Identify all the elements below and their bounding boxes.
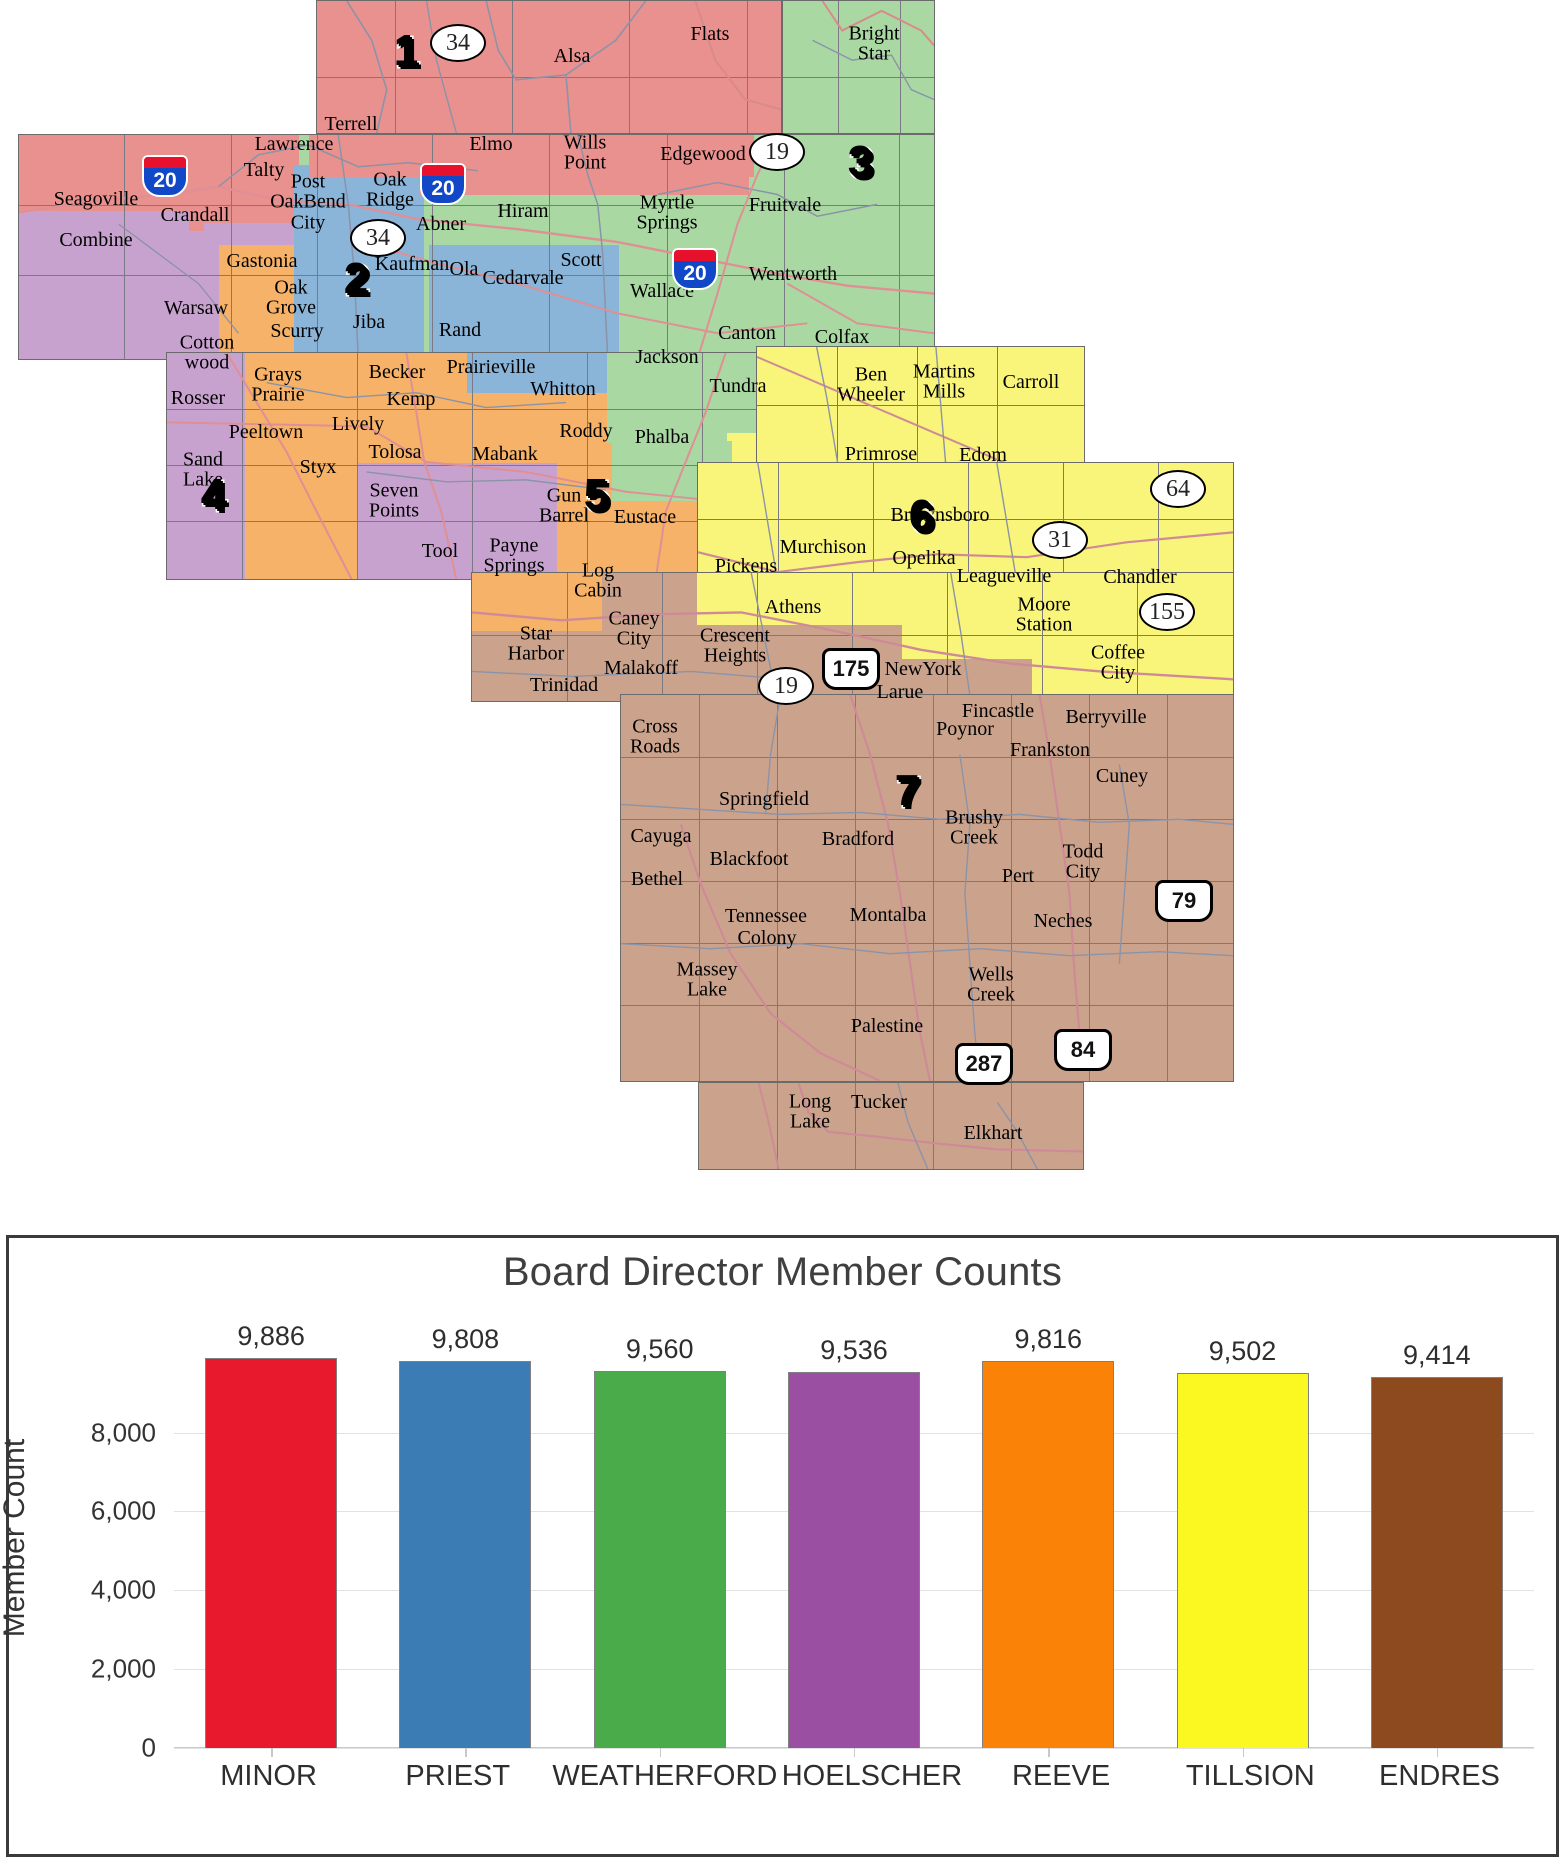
chart-category-label: REEVE: [1011, 1760, 1111, 1792]
chart-bar-value-label: 9,808: [431, 1324, 500, 1355]
chart-bar[interactable]: [205, 1358, 338, 1748]
district-tile-3[interactable]: [782, 0, 935, 134]
chart-bar-group[interactable]: 9,414: [1340, 1338, 1534, 1757]
chart-bar-group[interactable]: 9,808: [368, 1324, 562, 1757]
member-counts-chart: Board Director Member Counts Member Coun…: [0, 1235, 1559, 1857]
chart-bar[interactable]: [1370, 1376, 1503, 1748]
route-number: 20: [153, 169, 177, 192]
chart-y-tick-label: 2,000: [90, 1653, 156, 1684]
chart-bar-value-label: 9,886: [237, 1321, 305, 1352]
interstate-shield-icon: 20: [672, 248, 718, 290]
chart-y-tick-label: 4,000: [90, 1574, 156, 1605]
road-lines: [757, 1083, 1083, 1169]
chart-x-tick: [659, 1748, 662, 1757]
chart-y-tick-label: 6,000: [90, 1495, 156, 1526]
chart-category-label: ENDRES: [1379, 1760, 1500, 1792]
state-route-oval-icon: 64: [1150, 470, 1206, 508]
state-route-oval-icon: 155: [1139, 593, 1195, 631]
chart-bar[interactable]: [787, 1372, 920, 1748]
chart-x-tick: [1048, 1748, 1050, 1757]
state-route-oval-icon: 34: [350, 219, 406, 257]
district-map[interactable]: Alsa Flats Bright Star Terrell Lawrence Elmo W…: [0, 0, 1567, 1225]
us-highway-shield-icon: 287: [955, 1043, 1013, 1085]
chart-y-axis-label: Member Count: [0, 1438, 31, 1638]
chart-bar-group[interactable]: 9,536: [757, 1335, 951, 1757]
chart-category-label: PRIEST: [405, 1760, 511, 1792]
chart-bar-group[interactable]: 9,816: [951, 1324, 1145, 1757]
grid-overlay: [699, 1083, 1083, 1169]
chart-bar-group[interactable]: 9,502: [1145, 1336, 1339, 1757]
chart-bar-group[interactable]: 9,886: [174, 1321, 368, 1757]
district-tile-7[interactable]: [620, 694, 1234, 1082]
route-number: 20: [431, 177, 455, 200]
chart-bar[interactable]: [399, 1361, 532, 1748]
district-tile-1[interactable]: [316, 0, 782, 134]
chart-title: Board Director Member Counts: [502, 1250, 1063, 1294]
chart-y-tick-label: 8,000: [90, 1417, 156, 1448]
us-highway-shield-icon: 175: [822, 648, 880, 690]
district-tile-7-bottom[interactable]: [698, 1082, 1084, 1170]
state-route-oval-icon: 34: [430, 24, 486, 62]
state-route-oval-icon: 19: [758, 667, 814, 705]
interstate-shield-icon: 20: [420, 163, 466, 205]
route-number: 20: [683, 262, 707, 285]
us-highway-shield-icon: 84: [1054, 1029, 1112, 1071]
chart-x-tick: [1242, 1748, 1245, 1757]
chart-x-tick: [271, 1748, 273, 1757]
chart-bar[interactable]: [1176, 1373, 1309, 1748]
road-lines: [621, 695, 1233, 1081]
chart-bar-value-label: 9,560: [625, 1334, 694, 1365]
chart-category-label: HOELSCHER: [781, 1760, 963, 1792]
chart-bar-value-label: 9,502: [1208, 1336, 1277, 1367]
chart-bars: 9,886 9,808 9,560 9,536 9,816 9,502 9,414: [174, 1321, 1534, 1757]
state-route-oval-icon: 31: [1032, 521, 1088, 559]
chart-bar-value-label: 9,816: [1014, 1324, 1083, 1355]
chart-bar[interactable]: [593, 1371, 726, 1748]
chart-category-label: TILLSION: [1185, 1760, 1315, 1792]
chart-x-tick: [465, 1748, 467, 1757]
grid-overlay: [317, 1, 781, 133]
chart-bar[interactable]: [982, 1361, 1115, 1748]
chart-category-label: MINOR: [220, 1760, 317, 1792]
district-tile-upper-band[interactable]: [18, 134, 935, 360]
chart-bar-group[interactable]: 9,560: [563, 1334, 757, 1757]
chart-x-tick-labels: MINOR PRIEST WEATHERFORD HOELSCHER REEVE TILL…: [174, 1760, 1534, 1793]
interstate-shield-icon: 20: [142, 155, 188, 197]
chart-y-tick-label: 0: [141, 1732, 156, 1763]
chart-bar-value-label: 9,536: [820, 1335, 888, 1366]
chart-x-tick: [1436, 1748, 1439, 1757]
us-highway-shield-icon: 79: [1155, 880, 1213, 922]
chart-category-label: WEATHERFORD: [552, 1760, 778, 1792]
chart-x-tick: [853, 1748, 856, 1757]
road-lines: [812, 1, 934, 101]
road-lines: [346, 1, 781, 133]
grid-overlay: [621, 695, 1233, 1081]
chart-bar-value-label: 9,414: [1403, 1339, 1471, 1370]
chart-plot-area: 0 2,000 4,000 6,000 8,000 9,886 9,808 9,560 9,5…: [91, 1321, 1534, 1763]
grid-overlay: [783, 1, 934, 133]
state-route-oval-icon: 19: [749, 133, 805, 171]
